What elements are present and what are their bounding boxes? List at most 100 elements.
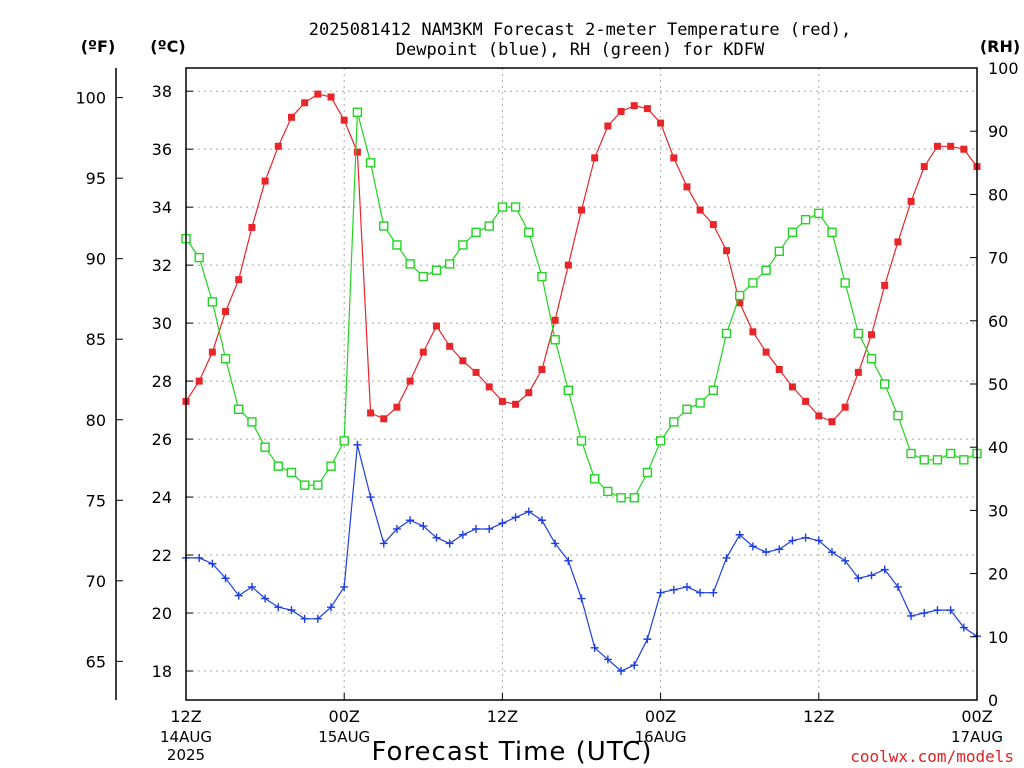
- dewpoint-point: [353, 440, 362, 449]
- temperature-point: [446, 342, 454, 350]
- temperature-point: [301, 99, 309, 107]
- rh-point: [220, 354, 231, 364]
- temperature-point: [920, 163, 928, 171]
- fahrenheit-tick-label: 65: [86, 652, 106, 671]
- temperature-point: [907, 197, 915, 205]
- rh-point: [761, 265, 771, 275]
- rh-point: [827, 227, 837, 238]
- temperature-point: [485, 383, 493, 391]
- x-tick-date: 15AUG: [318, 728, 370, 746]
- temperature-point: [432, 322, 440, 330]
- temperature-point: [709, 221, 717, 229]
- rh-point: [194, 252, 204, 263]
- celsius-tick-label: 36: [152, 140, 172, 159]
- rh-tick-label: 10: [988, 628, 1008, 647]
- dewpoint-point: [854, 574, 863, 583]
- rh-point: [537, 271, 547, 282]
- rh-point: [919, 455, 929, 465]
- dewpoint-point: [485, 524, 494, 533]
- x-tick-label: 00Z: [329, 707, 360, 726]
- temperature-point: [353, 148, 361, 156]
- temperature-point: [261, 177, 269, 185]
- rh-point: [708, 385, 719, 396]
- x-tick-date: 16AUG: [635, 728, 687, 746]
- celsius-axis-label: (ºC): [150, 37, 185, 56]
- rh-point: [431, 265, 442, 275]
- dewpoint-point: [801, 533, 810, 542]
- temperature-point: [736, 299, 744, 307]
- rh-point: [339, 436, 349, 446]
- fahrenheit-tick-label: 95: [86, 169, 106, 188]
- dewpoint-point: [392, 524, 401, 533]
- temperature-point: [472, 368, 480, 376]
- temperature-series: [182, 90, 981, 426]
- rh-point: [603, 486, 613, 497]
- celsius-tick-label: 34: [152, 198, 172, 217]
- x-tick-date: 17AUG: [951, 728, 1003, 746]
- temperature-point: [947, 142, 955, 150]
- rh-point: [959, 455, 969, 465]
- series-group: [181, 90, 982, 676]
- dewpoint-point: [682, 582, 691, 591]
- dewpoint-point: [287, 606, 296, 615]
- temperature-point: [564, 261, 572, 269]
- dewpoint-point: [564, 556, 573, 565]
- rh-point: [642, 467, 653, 478]
- temperature-point: [591, 154, 599, 162]
- dewpoint-point: [261, 594, 270, 603]
- dewpoint-point: [551, 539, 560, 548]
- fahrenheit-tick-label: 80: [86, 411, 106, 430]
- dewpoint-point: [247, 582, 256, 591]
- dewpoint-point: [577, 594, 586, 603]
- rh-tick-label: 70: [988, 249, 1008, 268]
- temperature-point: [314, 90, 322, 98]
- temperature-point: [406, 377, 414, 385]
- dewpoint-point: [907, 611, 916, 620]
- rh-point: [313, 480, 323, 490]
- dewpoint-point: [814, 536, 823, 545]
- temperature-point: [841, 403, 849, 411]
- rh-tick-label: 100: [988, 59, 1019, 78]
- temperature-point: [749, 328, 757, 336]
- rh-tick-label: 80: [988, 185, 1008, 204]
- temperature-point: [868, 331, 876, 339]
- celsius-tick-label: 24: [152, 488, 172, 507]
- rh-point: [405, 259, 415, 269]
- temperature-point: [723, 247, 731, 255]
- celsius-tick-label: 26: [152, 430, 172, 449]
- rh-point: [379, 221, 389, 231]
- temperature-point: [287, 113, 295, 121]
- x-tick-label: 12Z: [170, 707, 201, 726]
- dewpoint-point: [458, 530, 467, 539]
- rh-tick-label: 20: [988, 565, 1008, 584]
- dewpoint-point: [379, 539, 388, 548]
- temperature-point: [960, 145, 968, 153]
- rh-tick-label: 60: [988, 312, 1008, 331]
- temperature-point: [604, 122, 612, 130]
- temperature-point: [630, 102, 638, 110]
- dewpoint-point: [748, 542, 757, 551]
- dewpoint-series: [182, 440, 981, 676]
- dewpoint-point: [933, 606, 942, 615]
- x-tick-date: 14AUG: [160, 728, 212, 746]
- rh-point: [510, 202, 521, 212]
- temperature-point: [802, 397, 810, 405]
- rh-point: [669, 417, 679, 427]
- temperature-point: [538, 366, 546, 374]
- temperature-point: [340, 116, 348, 124]
- rh-point: [273, 461, 283, 471]
- rh-tick-label: 50: [988, 375, 1008, 394]
- dewpoint-point: [893, 582, 902, 591]
- chart-title-line-2: Dewpoint (blue), RH (green) for KDFW: [396, 40, 765, 60]
- dewpoint-point: [946, 606, 955, 615]
- dewpoint-point: [735, 530, 744, 539]
- dewpoint-point: [524, 507, 533, 516]
- dewpoint-point: [775, 545, 784, 554]
- dewpoint-point: [537, 516, 546, 525]
- fahrenheit-tick-label: 75: [86, 491, 106, 510]
- celsius-tick-label: 28: [152, 372, 172, 391]
- rh-point: [563, 385, 574, 396]
- x-tick-label: 12Z: [803, 707, 834, 726]
